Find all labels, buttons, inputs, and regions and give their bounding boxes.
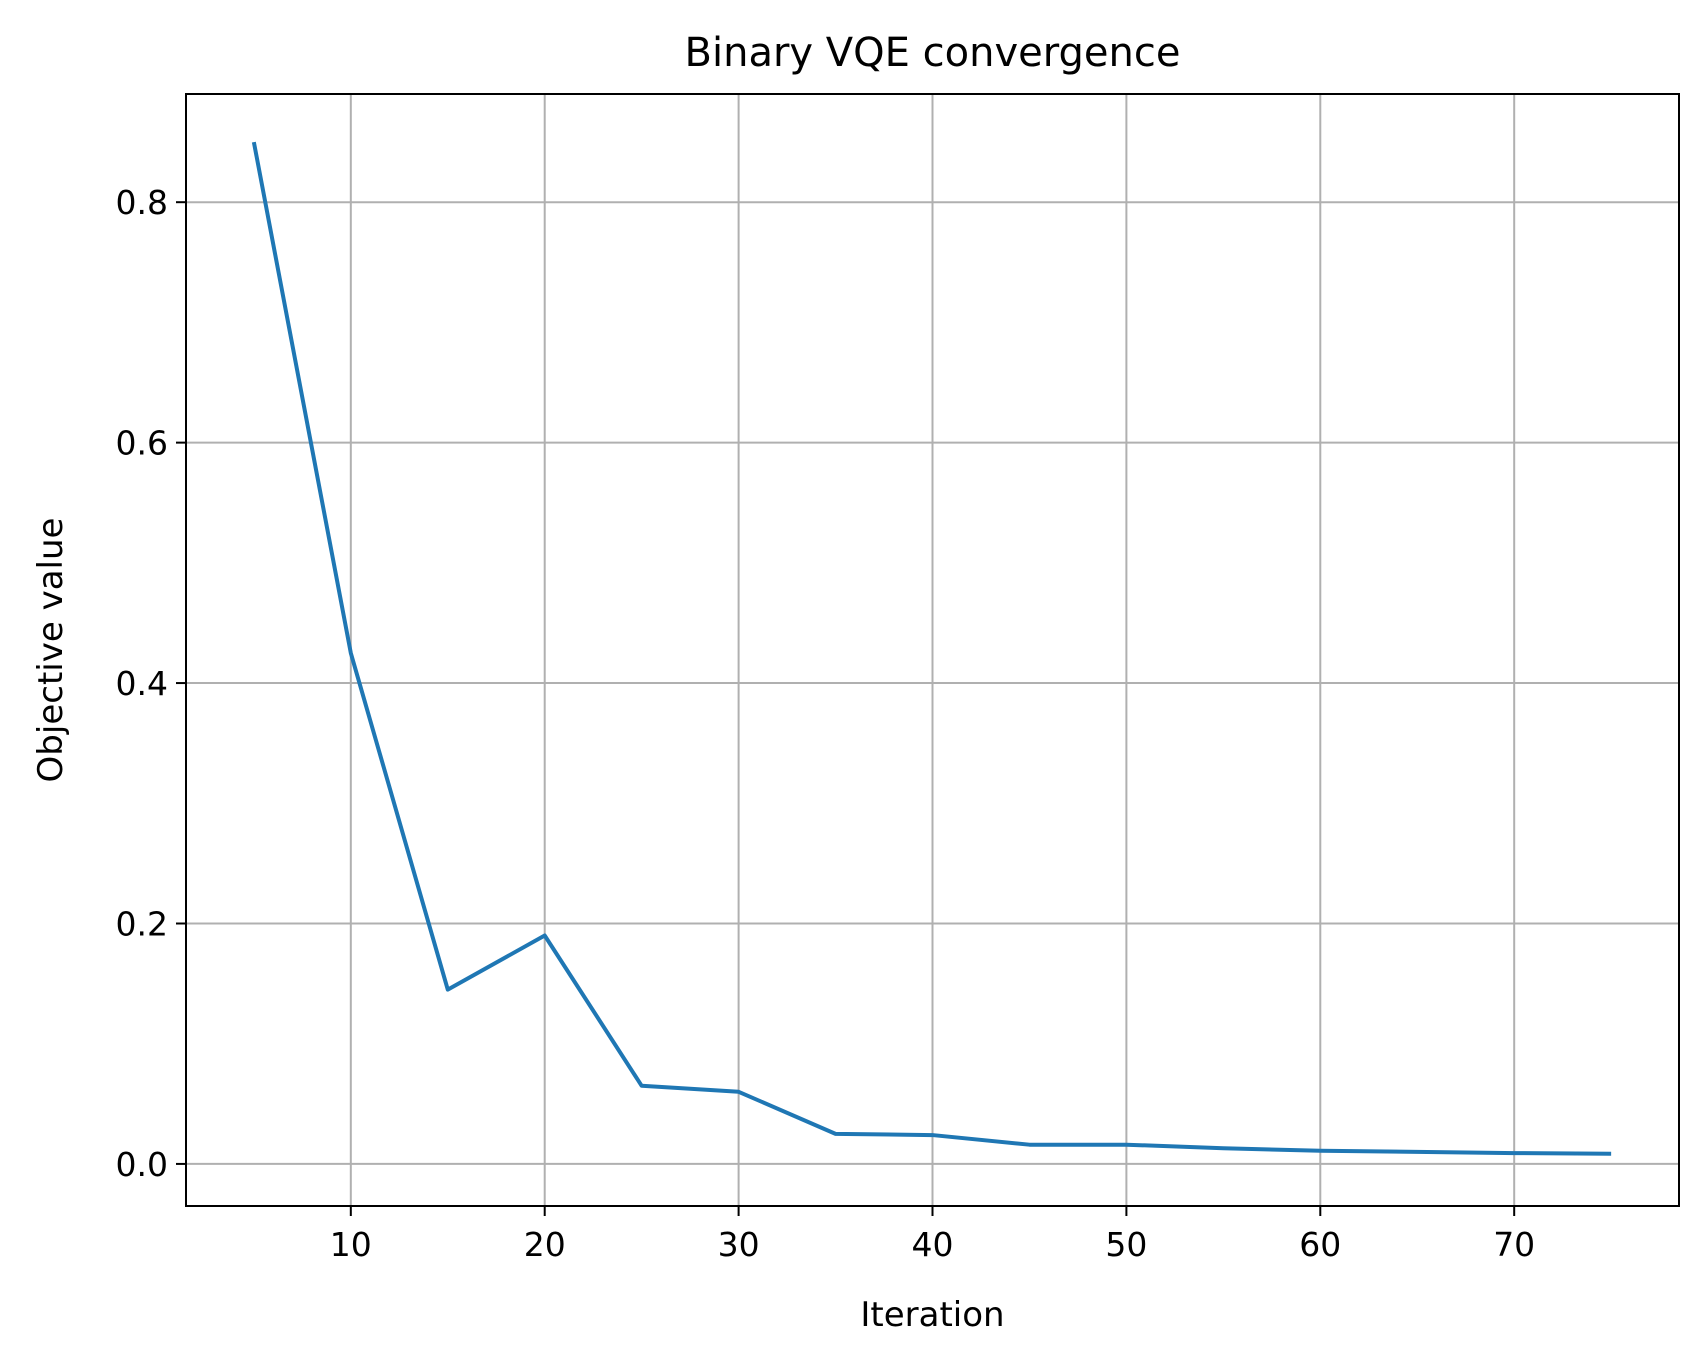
x-tick-label: 60: [1299, 1225, 1341, 1264]
x-axis-label: Iteration: [860, 1295, 1004, 1335]
x-tick-label: 50: [1105, 1225, 1147, 1264]
x-tick-label: 30: [718, 1225, 760, 1264]
series-line: [251, 141, 1612, 1156]
y-axis-ticks: 0.0 0.2 0.4 0.6 0.8: [116, 183, 186, 1184]
series-layer: [251, 141, 1612, 1156]
y-tick-label: 0.4: [116, 664, 168, 703]
x-axis-ticks: 10 20 30 40 50 60 70: [330, 1206, 1535, 1264]
y-tick-label: 0.2: [116, 904, 168, 943]
x-tick-label: 20: [524, 1225, 566, 1264]
x-tick-label: 40: [912, 1225, 954, 1264]
y-tick-label: 0.6: [116, 424, 168, 463]
x-tick-label: 10: [330, 1225, 372, 1264]
x-tick-label: 70: [1493, 1225, 1535, 1264]
chart-title: Binary VQE convergence: [685, 30, 1181, 76]
y-axis-label: Objective value: [31, 518, 71, 783]
y-tick-label: 0.0: [116, 1145, 168, 1184]
grid: [186, 94, 1679, 1206]
y-tick-label: 0.8: [116, 183, 168, 222]
